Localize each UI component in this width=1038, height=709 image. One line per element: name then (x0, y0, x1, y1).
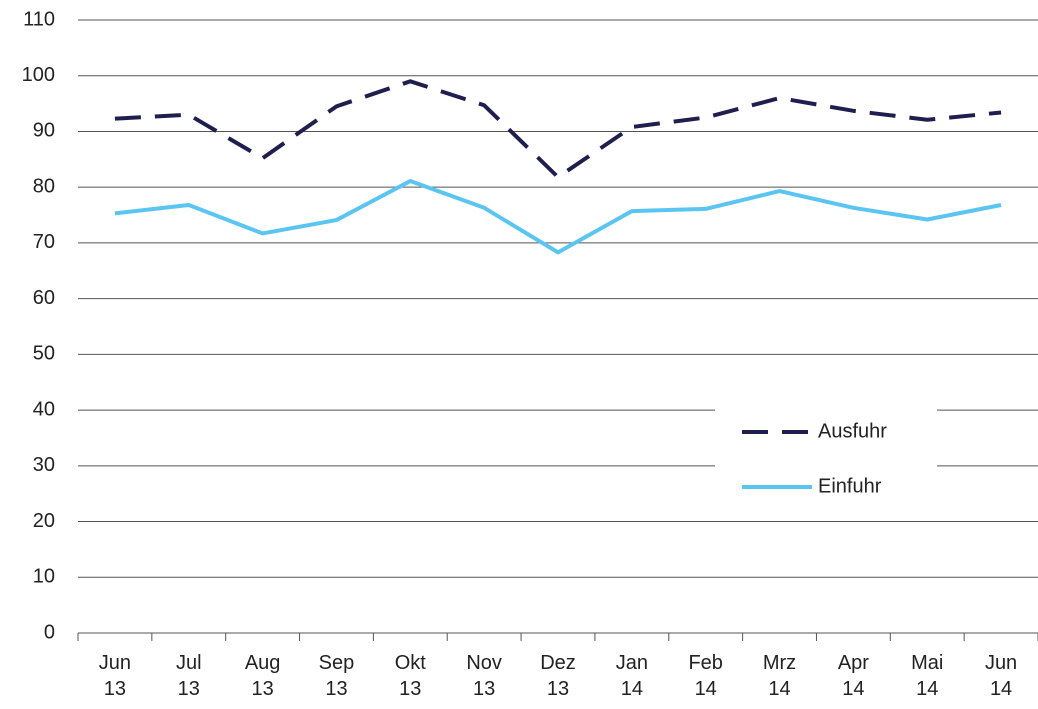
y-tick-label: 70 (33, 231, 55, 253)
y-tick-label: 80 (33, 175, 55, 197)
x-tick-label: Apr 14 (837, 652, 869, 700)
y-tick-label: 30 (33, 454, 55, 476)
x-tick-label: Jun 14 (984, 652, 1018, 700)
y-tick-label: 90 (33, 120, 55, 142)
y-tick-label: 50 (33, 343, 55, 365)
x-tick-label: Dez 13 (540, 652, 576, 700)
y-tick-label: 20 (33, 510, 55, 532)
y-tick-label: 110 (23, 8, 55, 30)
legend-box (715, 405, 937, 513)
series-line (114, 179, 1002, 255)
x-tick-label: Okt 13 (394, 652, 426, 700)
x-tick-label: Jun 13 (98, 652, 132, 700)
x-tick-label: Aug 13 (244, 652, 281, 700)
x-tick-label: Nov 13 (466, 652, 502, 700)
y-tick-label: 10 (33, 566, 55, 588)
series-line (114, 79, 1002, 180)
x-tick-label: Jul 13 (175, 652, 202, 700)
y-tick-label: 60 (33, 287, 55, 309)
x-tick-label: Feb 14 (688, 652, 723, 700)
y-tick-label: 0 (44, 621, 55, 643)
y-tick-label: 100 (22, 64, 55, 86)
x-tick-label: Jan 14 (615, 652, 648, 700)
y-tick-label: 40 (33, 398, 55, 420)
legend-label: Einfuhr (818, 475, 882, 497)
x-tick-label: Sep 13 (318, 652, 355, 700)
x-tick-label: Mrz 14 (762, 652, 797, 700)
legend-label: Ausfuhr (818, 420, 887, 442)
x-tick-label: Mai 14 (911, 652, 944, 700)
